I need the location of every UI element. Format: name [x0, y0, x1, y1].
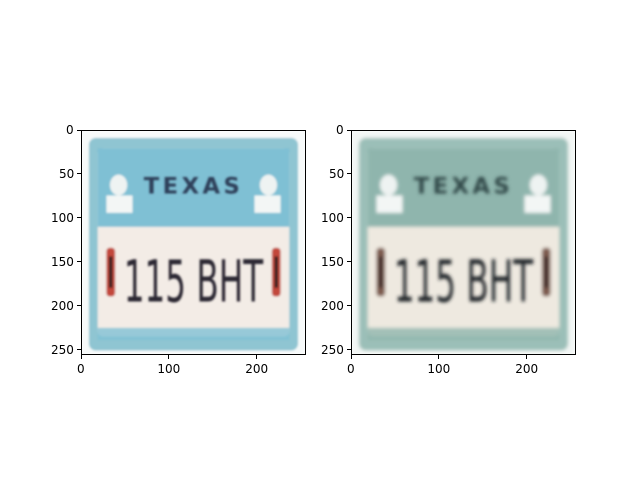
x-tick-mark — [438, 355, 440, 359]
y-tick-mark — [77, 261, 81, 263]
x-tick-mark — [256, 355, 258, 359]
y-tick-mark — [77, 305, 81, 307]
y-tick-label: 100 — [51, 210, 74, 225]
y-tick-label: 250 — [321, 342, 344, 357]
y-tick-mark — [347, 305, 351, 307]
y-tick-label: 100 — [321, 210, 344, 225]
y-tick-label: 150 — [51, 254, 74, 269]
x-tick-label: 100 — [157, 362, 181, 376]
y-tick-label: 200 — [51, 298, 74, 313]
y-tick-mark — [77, 349, 81, 351]
x-tick-label: 0 — [347, 362, 355, 376]
plate-state-text: TEXAS — [144, 174, 244, 200]
y-tick-mark — [77, 217, 81, 219]
x-tick-mark — [80, 355, 82, 359]
y-tick-label: 150 — [321, 254, 344, 269]
y-tick-mark — [347, 129, 351, 131]
y-tick-label: 200 — [321, 298, 344, 313]
x-tick-label: 200 — [515, 362, 539, 376]
y-tick-label: 250 — [51, 342, 74, 357]
plate-number-text: 115 BHT — [124, 249, 264, 316]
y-tick-label: 50 — [329, 166, 345, 181]
x-tick-mark — [168, 355, 170, 359]
plate-state-text: TEXAS — [414, 174, 514, 200]
x-tick-mark — [526, 355, 528, 359]
y-tick-mark — [77, 129, 81, 131]
y-tick-label: 50 — [59, 166, 75, 181]
y-tick-mark — [347, 173, 351, 175]
x-tick-label: 100 — [427, 362, 451, 376]
y-tick-mark — [77, 173, 81, 175]
y-tick-mark — [347, 217, 351, 219]
axes-frame: TEXAS 115 BHT — [351, 130, 576, 355]
y-tick-label: 0 — [336, 123, 344, 137]
plate-number-text: 115 BHT — [394, 249, 534, 316]
x-tick-label: 0 — [77, 362, 85, 376]
y-tick-mark — [347, 349, 351, 351]
axes-frame: TEXAS 115 BHT — [81, 130, 306, 355]
license-plate-image: TEXAS 115 BHT — [82, 131, 305, 354]
x-tick-label: 200 — [245, 362, 269, 376]
x-tick-mark — [350, 355, 352, 359]
license-plate-image: TEXAS 115 BHT — [352, 131, 575, 354]
y-tick-label: 0 — [66, 123, 74, 137]
y-tick-mark — [347, 261, 351, 263]
